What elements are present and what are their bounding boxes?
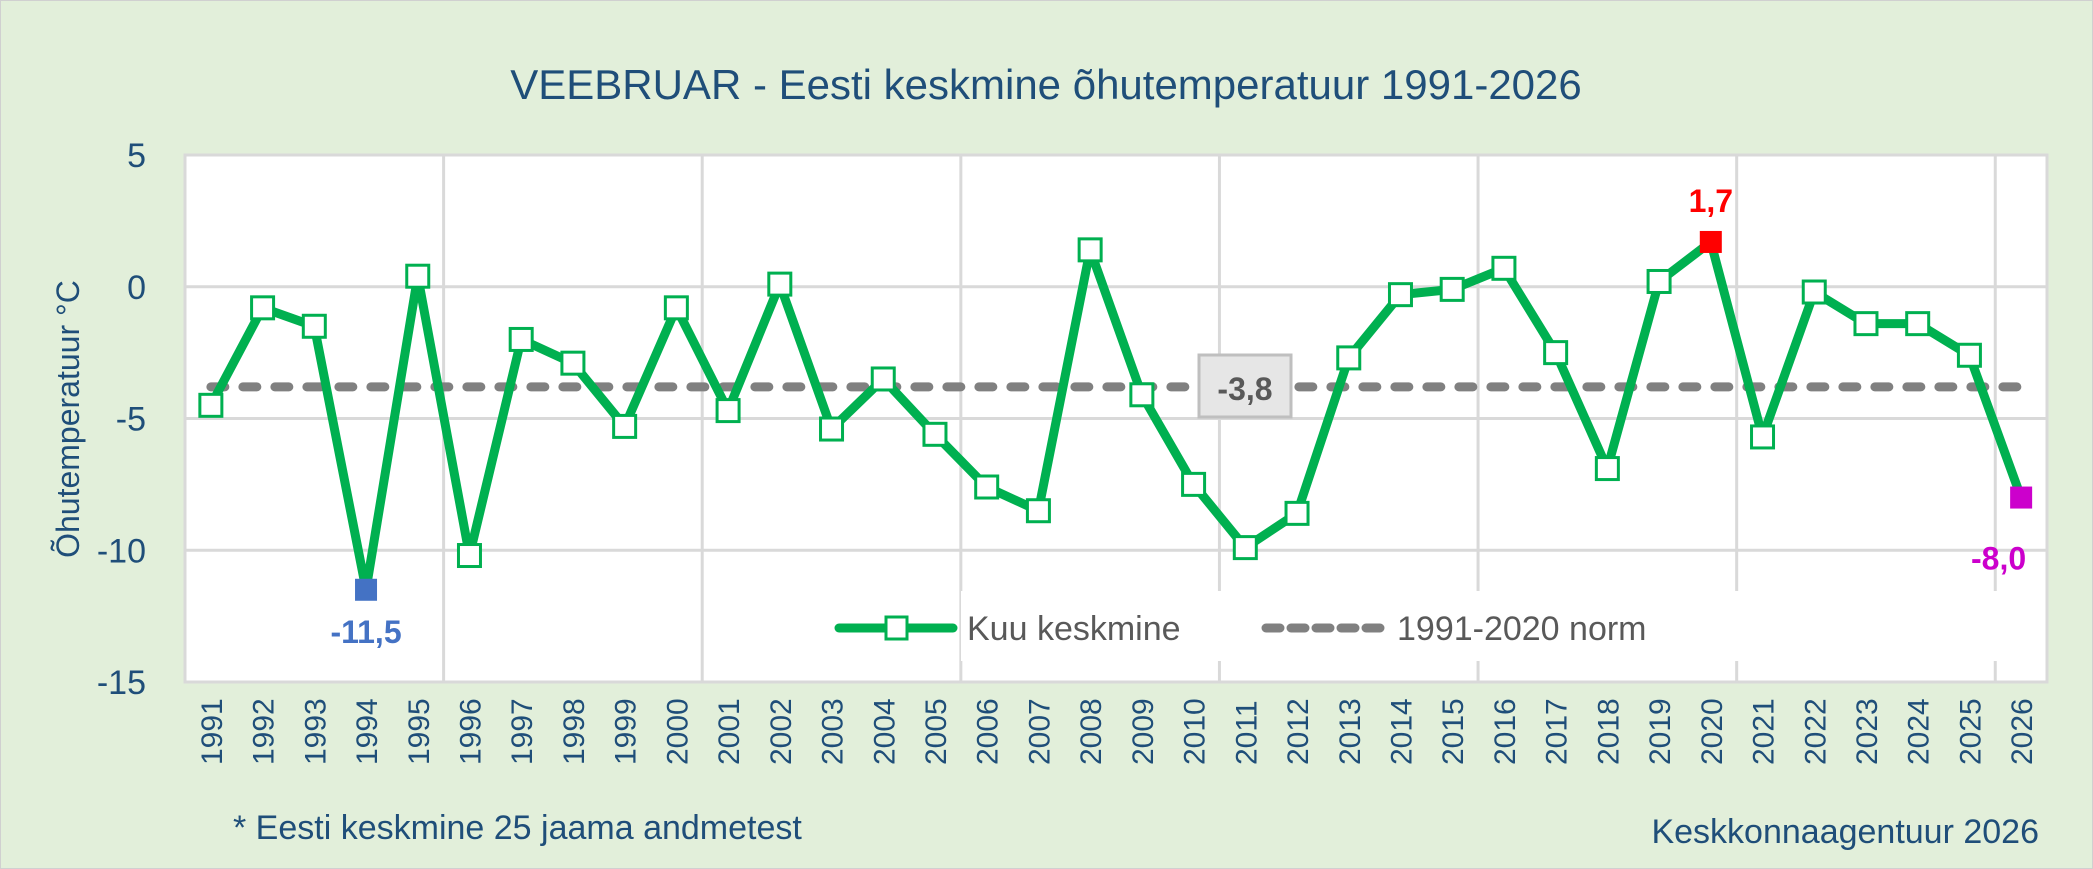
data-point-marker <box>456 543 482 569</box>
data-point-marker <box>1853 311 1879 337</box>
legend-item-norm: 1991-2020 norm <box>1397 610 1647 648</box>
x-tick-label: 1999 <box>610 698 643 765</box>
x-tick-label: 2017 <box>1541 698 1574 765</box>
y-tick-label: -15 <box>97 664 146 702</box>
x-tick-label: 2004 <box>868 698 901 765</box>
y-tick-label: 5 <box>127 137 146 175</box>
footnote-source-stations: * Eesti keskmine 25 jaama andmetest <box>233 809 802 847</box>
data-point-marker <box>870 366 896 392</box>
x-tick-label: 2010 <box>1179 698 1212 765</box>
data-label-maximum: 1,7 <box>1689 183 1733 219</box>
data-label-minimum: -11,5 <box>330 614 401 650</box>
x-tick-label: 2005 <box>920 698 953 765</box>
data-point-marker <box>1129 382 1155 408</box>
data-point-marker <box>663 295 689 321</box>
x-tick-label: 2001 <box>713 698 746 765</box>
footnote-agency: Keskkonnaagentuur 2026 <box>1651 813 2039 851</box>
data-point-marker <box>1077 237 1103 263</box>
data-point-marker <box>1801 279 1827 305</box>
x-tick-label: 2013 <box>1334 698 1367 765</box>
data-point-marker <box>1439 276 1465 302</box>
x-tick-label: 2006 <box>972 698 1005 765</box>
x-tick-label: 2018 <box>1592 698 1625 765</box>
data-point-marker <box>198 392 224 418</box>
data-point-marker <box>612 413 638 439</box>
data-point-marker <box>1956 342 1982 368</box>
x-tick-label: 2022 <box>1799 698 1832 765</box>
x-axis-ticks: 1991 1992 1993 1994 1995 1996 1997 1998 1999 2000… <box>196 698 2039 765</box>
x-tick-label: 2002 <box>765 698 798 765</box>
x-tick-label: 2014 <box>1385 698 1418 765</box>
x-tick-label: 2003 <box>817 698 850 765</box>
x-tick-label: 2000 <box>661 698 694 765</box>
x-tick-label: 2019 <box>1644 698 1677 765</box>
data-point-marker <box>1284 500 1310 526</box>
data-point-marker <box>1543 340 1569 366</box>
legend-item-kuu-keskmine: Kuu keskmine <box>967 610 1181 648</box>
highlight-marker <box>2010 486 2033 509</box>
x-tick-label: 1993 <box>299 698 332 765</box>
y-tick-label: -10 <box>97 532 146 570</box>
legend-marker-icon <box>884 615 909 641</box>
x-tick-label: 2024 <box>1903 698 1936 765</box>
x-tick-label: 2012 <box>1282 698 1315 765</box>
x-tick-label: 1995 <box>403 698 436 765</box>
data-point-marker <box>819 416 845 442</box>
x-tick-label: 2021 <box>1748 698 1781 765</box>
x-tick-label: 2023 <box>1851 698 1884 765</box>
data-point-marker <box>250 295 276 321</box>
data-point-marker <box>1232 535 1258 561</box>
data-point-marker <box>1594 456 1620 482</box>
legend: Kuu keskmine 1991-2020 norm <box>834 591 2021 661</box>
x-tick-label: 2025 <box>1954 698 1987 765</box>
x-tick-label: 2011 <box>1230 700 1263 765</box>
data-point-marker <box>560 350 586 376</box>
data-point-marker <box>1025 498 1051 524</box>
data-point-marker <box>1750 424 1776 450</box>
x-tick-label: 1991 <box>196 698 229 765</box>
highlight-marker <box>1699 230 1722 253</box>
x-tick-label: 2015 <box>1437 698 1470 765</box>
data-point-marker <box>1905 311 1931 337</box>
data-label-current: -8,0 <box>1971 541 2026 577</box>
series-kuu-keskmine <box>198 230 2033 601</box>
x-tick-label: 2016 <box>1489 698 1522 765</box>
data-point-marker <box>922 421 948 447</box>
data-point-marker <box>1336 345 1362 371</box>
x-tick-label: 2009 <box>1127 698 1160 765</box>
x-tick-label: 1998 <box>558 698 591 765</box>
x-tick-label: 1992 <box>248 698 281 765</box>
y-tick-label: 0 <box>127 269 146 307</box>
y-axis-label: Õhutemperatuur °C <box>50 280 86 558</box>
data-point-marker <box>1646 268 1672 294</box>
norm-value-label: -3,8 <box>1217 371 1272 407</box>
x-tick-label: 1994 <box>351 698 384 765</box>
highlight-marker <box>355 578 378 601</box>
y-axis-ticks: 5 0 -5 -10 -15 <box>97 137 146 702</box>
chart-title: VEEBRUAR - Eesti keskmine õhutemperatuur… <box>510 61 1582 108</box>
data-point-marker <box>1181 471 1207 497</box>
x-tick-label: 1996 <box>454 698 487 765</box>
data-point-marker <box>1491 255 1517 281</box>
x-tick-label: 2020 <box>1696 698 1729 765</box>
data-point-marker <box>974 474 1000 500</box>
data-point-marker <box>508 326 534 352</box>
data-labels: -11,5 1,7 -8,0 <box>330 183 2026 650</box>
data-point-marker <box>405 263 431 289</box>
x-tick-label: 1997 <box>506 698 539 765</box>
y-tick-label: -5 <box>116 401 146 439</box>
data-point-marker <box>767 271 793 297</box>
data-point-marker <box>1387 282 1413 308</box>
x-tick-label: 2008 <box>1075 698 1108 765</box>
x-tick-label: 2007 <box>1023 698 1056 765</box>
x-tick-label: 2026 <box>2006 698 2039 765</box>
data-point-marker <box>301 313 327 339</box>
norm-value-badge <box>1197 353 1293 419</box>
data-point-marker <box>715 398 741 424</box>
